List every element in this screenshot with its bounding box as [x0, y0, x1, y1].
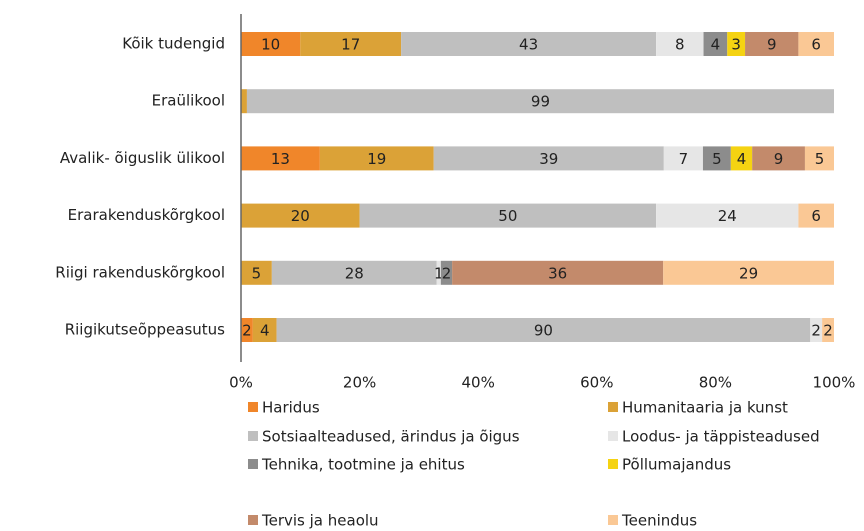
bar-segment — [319, 146, 434, 171]
bar-segment — [241, 260, 272, 285]
bar-segment — [663, 260, 834, 285]
bar-segment — [656, 32, 704, 56]
legend-swatch — [248, 402, 258, 412]
value-label: 5 — [712, 150, 722, 168]
value-label: 5 — [252, 264, 262, 282]
legend-swatch — [248, 459, 258, 469]
x-tick-label: 40% — [462, 374, 495, 392]
bar-segment — [359, 203, 657, 228]
bar-segment — [702, 146, 731, 171]
value-label: 36 — [548, 264, 567, 282]
bar-segment — [276, 318, 811, 342]
legend-label: Tervis ja heaolu — [261, 512, 379, 530]
value-label: 9 — [767, 36, 777, 54]
value-label: 4 — [711, 36, 721, 54]
legend-swatch — [608, 459, 618, 469]
value-label: 4 — [260, 322, 270, 340]
bar-segment — [241, 318, 253, 342]
value-label: 2 — [242, 322, 252, 340]
value-label: 2 — [823, 322, 833, 340]
value-label: 24 — [718, 207, 737, 225]
bar-segment — [727, 32, 746, 56]
bar-segment — [300, 32, 402, 56]
value-label: 28 — [345, 264, 364, 282]
bar-segment — [436, 260, 441, 285]
bar-segment — [663, 146, 703, 171]
x-tick-label: 100% — [813, 374, 856, 392]
legend-swatch — [608, 515, 618, 525]
bar-segment — [822, 318, 834, 342]
value-label: 39 — [539, 150, 558, 168]
value-label: 17 — [341, 36, 360, 54]
value-label: 2 — [811, 322, 821, 340]
legend-swatch — [608, 431, 618, 441]
bar-segment — [241, 146, 320, 171]
value-label: 99 — [531, 93, 550, 111]
value-label: 90 — [534, 322, 553, 340]
legend-label: Tehnika, tootmine ja ehitus — [261, 456, 465, 474]
bar-segment — [798, 203, 834, 228]
category-label: Avalik- õiguslik ülikool — [60, 149, 225, 167]
value-label: 2 — [442, 264, 452, 282]
bar-segment — [798, 32, 834, 56]
value-label: 6 — [811, 207, 821, 225]
x-tick-label: 80% — [699, 374, 732, 392]
value-label: 50 — [498, 207, 517, 225]
legend-label: Teenindus — [621, 512, 697, 530]
legend-label: Loodus- ja täppisteadused — [622, 428, 820, 446]
legend-swatch — [248, 515, 258, 525]
legend-label: Humanitaaria ja kunst — [622, 399, 788, 417]
bar-segment — [401, 32, 657, 56]
bar-segment — [440, 260, 453, 285]
bar-segment — [241, 89, 247, 114]
value-label: 10 — [261, 36, 280, 54]
value-label: 7 — [679, 150, 689, 168]
bar-segment — [810, 318, 823, 342]
bar-segment — [745, 32, 799, 56]
bar-segment — [271, 260, 437, 285]
bar-segment — [241, 203, 360, 228]
category-label: Eraülikool — [152, 92, 225, 110]
category-label: Riigikutseõppeasutus — [65, 321, 225, 339]
value-label: 1 — [434, 264, 444, 282]
bar-segment — [433, 146, 664, 171]
value-label: 5 — [815, 150, 825, 168]
value-label: 13 — [271, 150, 290, 168]
x-tick-label: 0% — [229, 374, 253, 392]
legend-label: Põllumajandus — [622, 456, 731, 474]
bar-segment — [804, 146, 834, 171]
value-label: 29 — [739, 264, 758, 282]
bar-segment — [703, 32, 728, 56]
value-label: 19 — [367, 150, 386, 168]
bar-segment — [246, 89, 834, 114]
bar-segment — [752, 146, 805, 171]
value-label: 20 — [291, 207, 310, 225]
bar-segment — [730, 146, 753, 171]
x-tick-label: 60% — [580, 374, 613, 392]
category-label: Kõik tudengid — [122, 35, 225, 53]
legend-swatch — [248, 431, 258, 441]
x-tick-label: 20% — [343, 374, 376, 392]
legend-swatch — [608, 402, 618, 412]
legend-label: Sotsiaalteadused, ärindus ja õigus — [262, 428, 520, 446]
value-label: 8 — [675, 36, 685, 54]
legend-label: Haridus — [262, 399, 320, 417]
value-label: 6 — [811, 36, 821, 54]
bar-segment — [656, 203, 799, 228]
value-label: 3 — [731, 36, 741, 54]
category-label: Erarakenduskõrgkool — [68, 206, 225, 224]
value-label: 43 — [519, 36, 538, 54]
category-label: Riigi rakenduskõrgkool — [55, 263, 225, 281]
value-label: 9 — [774, 150, 784, 168]
bar-segment — [452, 260, 664, 285]
bar-segment — [241, 32, 301, 56]
bar-segment — [252, 318, 277, 342]
value-label: 4 — [737, 150, 747, 168]
